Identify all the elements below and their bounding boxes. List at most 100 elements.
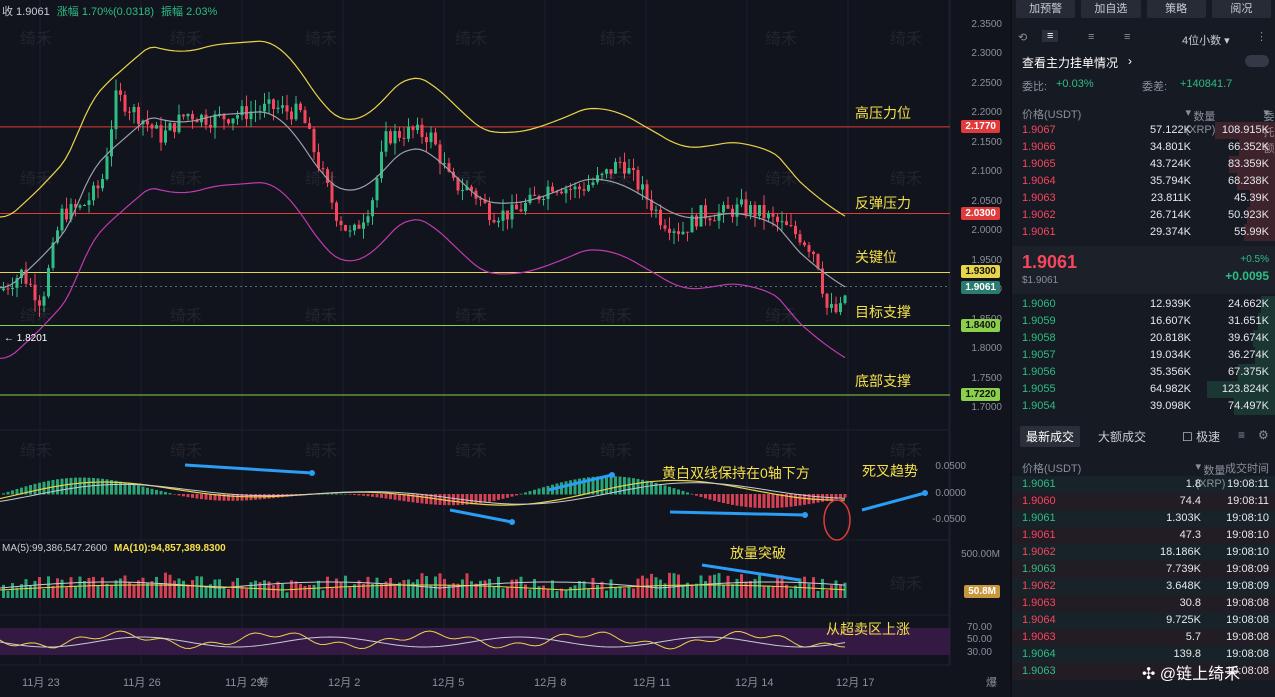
- orderbook-row[interactable]: 1.9064 35.794K 68.238K: [1012, 173, 1275, 190]
- macd-bar: [357, 494, 361, 496]
- candle-body: [803, 242, 806, 246]
- orderbook-row[interactable]: 1.9060 12.939K 24.662K: [1012, 296, 1275, 313]
- candle-body: [164, 130, 167, 143]
- strategy-button[interactable]: 策略: [1146, 0, 1206, 18]
- depth-bar: [1206, 381, 1275, 398]
- rsi-line-2: [0, 636, 846, 648]
- orderbook-row[interactable]: 1.9063 23.811K 45.39K: [1012, 190, 1275, 207]
- header-amount[interactable]: 委托额 ▾: [1263, 107, 1275, 155]
- order-qty: 43.724K: [1150, 158, 1191, 170]
- watermark: 绮禾: [170, 443, 203, 460]
- trade-header-price: 价格(USDT): [1022, 463, 1082, 475]
- trade-qty: 7.739K: [1166, 563, 1201, 575]
- candle-body: [434, 132, 437, 145]
- bid-only-icon[interactable]: ≡: [1088, 31, 1095, 43]
- liquidation-label[interactable]: 爆: [986, 677, 997, 689]
- arrow-head: [309, 470, 315, 476]
- watermark: 绮禾: [765, 31, 798, 48]
- time-axis-label: 11月 29: [225, 677, 263, 689]
- orderbook-row[interactable]: 1.9066 34.801K 66.352K: [1012, 139, 1275, 156]
- both-side-icon[interactable]: ≡: [1042, 30, 1059, 42]
- macd-bar: [740, 494, 743, 507]
- low-price-marker: ← 1.8201: [4, 333, 48, 344]
- orderbook-row[interactable]: 1.9058 20.818K 39.674K: [1012, 330, 1275, 347]
- diff-label: 委差:: [1142, 81, 1168, 93]
- candlestick-chart[interactable]: [0, 0, 1010, 697]
- ask-only-icon[interactable]: ≡: [1124, 31, 1131, 43]
- candle-body: [389, 131, 392, 144]
- volume-bar: [411, 582, 415, 598]
- volume-bar: [528, 589, 532, 598]
- order-price: 1.9064: [1022, 175, 1056, 187]
- volume-bar: [830, 585, 833, 598]
- trade-time: 19:08:10: [1226, 546, 1269, 558]
- trade-time: 19:08:10: [1226, 529, 1269, 541]
- more-icon[interactable]: ⋮: [1256, 31, 1267, 43]
- order-amount: 68.238K: [1228, 175, 1269, 187]
- orderbook-row[interactable]: 1.9057 19.034K 36.274K: [1012, 347, 1275, 364]
- orderbook-row[interactable]: 1.9067 57.122K 108.915K: [1012, 122, 1275, 139]
- candle-body: [699, 205, 703, 227]
- candle-body: [510, 204, 514, 220]
- speed-checkbox[interactable]: ☐ 极速: [1182, 430, 1221, 444]
- macd-bar: [150, 488, 154, 495]
- volume-bar: [794, 585, 797, 598]
- tab-large-trades[interactable]: 大额成交: [1098, 430, 1147, 444]
- orderbook-row[interactable]: 1.9062 26.714K 50.923K: [1012, 207, 1275, 224]
- volume-bar: [69, 577, 73, 598]
- candle-body: [668, 228, 671, 233]
- trade-time: 19:08:11: [1226, 478, 1269, 490]
- trade-price: 1.9064: [1022, 648, 1056, 660]
- decimals-select[interactable]: 4位小数 ▾: [1182, 35, 1230, 47]
- macd-bar: [69, 477, 73, 495]
- time-axis-label: 12月 5: [432, 677, 465, 689]
- ratio-row: 委比: +0.03% 委差: +140841.7: [1012, 78, 1275, 94]
- candle-body: [285, 105, 289, 112]
- trade-qty: 9.725K: [1166, 614, 1201, 626]
- refresh-icon[interactable]: ⟲: [1018, 32, 1028, 44]
- order-amount: 36.274K: [1228, 349, 1269, 361]
- orderbook-row[interactable]: 1.9061 29.374K 55.99K: [1012, 224, 1275, 241]
- candle-body: [393, 130, 397, 144]
- chip-label[interactable]: 筹: [258, 677, 269, 689]
- trade-header-qty[interactable]: 数量(XRP) ▾: [1195, 461, 1226, 490]
- trade-row: 1.9061 1.8 19:08:11: [1012, 476, 1275, 493]
- orderbook-row[interactable]: 1.9054 39.098K 74.497K: [1012, 398, 1275, 415]
- trade-qty: 74.4: [1179, 495, 1201, 507]
- orderbook-row[interactable]: 1.9056 35.356K 67.375K: [1012, 364, 1275, 381]
- alert-button[interactable]: 加预警: [1016, 0, 1076, 18]
- volume-bar: [83, 581, 86, 598]
- volume-bar: [398, 582, 401, 598]
- volume-bar: [101, 577, 104, 598]
- tab-latest-trades[interactable]: 最新成交: [1020, 426, 1081, 447]
- candle-body: [789, 224, 793, 226]
- header-qty[interactable]: 数量 (XRP) ▾: [1185, 107, 1216, 136]
- settings-icon[interactable]: ⚙: [1258, 428, 1269, 442]
- filter-icon[interactable]: ≡: [1238, 428, 1246, 442]
- watermark: 绮禾: [20, 443, 53, 460]
- orderbook-row[interactable]: 1.9059 16.607K 31.651K: [1012, 313, 1275, 330]
- watchlist-button[interactable]: 加自选: [1081, 0, 1141, 18]
- depth-bar: [1250, 190, 1275, 207]
- candle-body: [573, 186, 577, 190]
- volume-bar: [753, 578, 757, 598]
- amplitude-value: 振幅 2.03%: [161, 6, 218, 18]
- main-force-toggle[interactable]: [1245, 55, 1269, 67]
- candle-body: [618, 161, 622, 163]
- candle-body: [524, 202, 527, 212]
- main-force-link[interactable]: 查看主力挂单情况 ›: [1012, 54, 1275, 70]
- volume-bar: [303, 585, 307, 598]
- macd-bar: [56, 479, 59, 495]
- macd-bar: [420, 494, 424, 504]
- macd-bar: [695, 494, 698, 496]
- overview-button[interactable]: 阅况: [1211, 0, 1271, 18]
- order-qty: 26.714K: [1150, 209, 1191, 221]
- orderbook-row[interactable]: 1.9065 43.724K 83.359K: [1012, 156, 1275, 173]
- chart-area[interactable]: 收 1.9061 涨幅 1.70%(0.0318) 振幅 2.03% 绮禾 绮禾绮…: [0, 0, 1010, 697]
- candle-body: [119, 90, 122, 95]
- orderbook-row[interactable]: 1.9055 64.982K 123.824K: [1012, 381, 1275, 398]
- volume-bar: [537, 586, 541, 598]
- depth-bar: [1247, 207, 1275, 224]
- volume-bar: [29, 585, 32, 598]
- volume-bar: [474, 583, 478, 598]
